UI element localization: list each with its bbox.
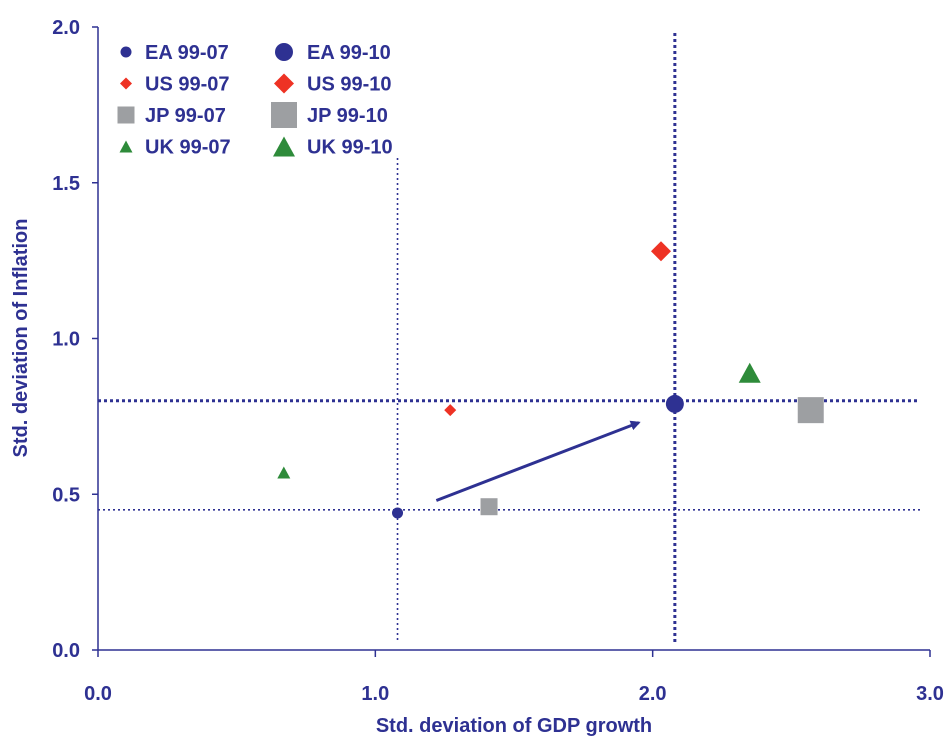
legend: EA 99-07 EA 99-10 US 99-07 US 99-10 JP 99-07…	[117, 42, 393, 159]
y-tick-label: 1.0	[52, 329, 80, 351]
legend-marker-diamond	[274, 73, 294, 94]
x-tick-label: 2.0	[639, 683, 667, 705]
legend-marker-square	[117, 106, 135, 124]
tick-labels: 0.0 1.0 2.0 3.0 0.0 0.5 1.0 1.5 2.0	[52, 17, 944, 705]
data-point-triangle	[738, 362, 761, 383]
x-axis-title: Std. deviation of GDP growth	[376, 715, 652, 737]
reference-lines	[98, 33, 920, 643]
data-points	[277, 241, 824, 519]
legend-label: UK 99-07	[145, 137, 231, 159]
y-tick-label: 0.0	[52, 640, 80, 662]
legend-label: EA 99-10	[307, 42, 391, 64]
data-point-square	[480, 498, 498, 516]
y-tick-label: 0.5	[52, 484, 80, 506]
legend-label: EA 99-07	[145, 42, 229, 64]
legend-marker-square	[271, 102, 297, 128]
arrow-layer	[435, 420, 641, 502]
legend-label: JP 99-10	[307, 105, 388, 127]
data-point-circle	[392, 507, 404, 519]
data-point-diamond	[650, 241, 671, 262]
legend-marker-triangle	[119, 140, 133, 153]
y-axis-title: Std. deviation of Inflation	[10, 219, 32, 458]
shift-arrow	[435, 420, 641, 502]
data-point-circle	[665, 394, 684, 413]
legend-marker-circle	[120, 46, 132, 58]
legend-label: US 99-07	[145, 74, 230, 96]
legend-marker-diamond	[120, 77, 132, 90]
data-point-triangle	[277, 466, 291, 479]
data-point-square	[797, 397, 824, 424]
legend-label: US 99-10	[307, 74, 392, 96]
axes	[92, 26, 931, 657]
legend-label: JP 99-07	[145, 105, 226, 127]
legend-marker-triangle	[273, 136, 295, 157]
x-tick-label: 0.0	[84, 683, 112, 705]
y-tick-label: 2.0	[52, 17, 80, 39]
x-tick-label: 3.0	[916, 683, 944, 705]
data-point-diamond	[444, 404, 457, 417]
x-tick-label: 1.0	[361, 683, 389, 705]
legend-marker-circle	[275, 43, 293, 61]
y-tick-label: 1.5	[52, 173, 80, 195]
legend-label: UK 99-10	[307, 137, 393, 159]
